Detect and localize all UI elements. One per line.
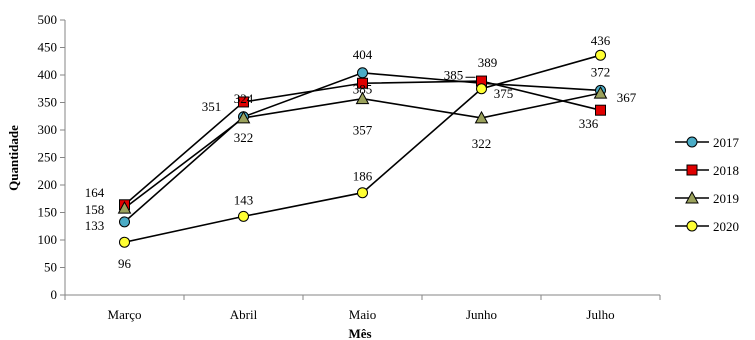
marker-2020	[119, 236, 130, 248]
marker-2019	[593, 86, 608, 99]
marker-2020	[476, 83, 487, 95]
marker-2018	[595, 104, 606, 116]
data-label-2019: 322	[472, 136, 492, 151]
y-axis-ticks: 0 50 100 150 200 250 300 350 400 450 500	[38, 12, 65, 302]
data-label-2019: 367	[617, 90, 637, 105]
x-tick-label: Março	[108, 307, 142, 322]
legend-marker-2017	[686, 136, 698, 148]
legend-marker-2020	[686, 220, 698, 232]
y-tick-label: 150	[38, 205, 58, 220]
data-label-2017: 404	[353, 47, 373, 62]
legend-label-2019: 2019	[713, 191, 739, 206]
data-label-2018: 385	[353, 81, 373, 96]
x-tick-label: Maio	[349, 307, 376, 322]
legend-label-2017: 2017	[713, 135, 740, 150]
marker-2018	[357, 77, 368, 89]
data-label-2019: 158	[85, 202, 105, 217]
marker-2017	[357, 67, 368, 79]
y-tick-label: 100	[38, 232, 58, 247]
data-label-2020: 375	[494, 86, 514, 101]
y-tick-label: 350	[38, 95, 58, 110]
y-tick-label: 250	[38, 150, 58, 165]
data-label-2017: 324	[234, 91, 254, 106]
data-label-2020: 143	[234, 192, 254, 207]
legend-label-2018: 2018	[713, 163, 739, 178]
y-tick-label: 450	[38, 40, 58, 55]
y-tick-label: 500	[38, 12, 58, 27]
y-tick-label: 400	[38, 67, 58, 82]
data-label-2018: 164	[85, 185, 105, 200]
x-axis-ticks: Março Abril Maio Junho Julho	[64, 295, 661, 322]
data-label-2020: 186	[353, 169, 373, 184]
x-tick-label: Abril	[230, 307, 258, 322]
marker-2020	[357, 187, 368, 199]
data-label-2017: 385	[444, 67, 464, 82]
marker-2020	[595, 49, 606, 61]
data-label-2018: 351	[202, 99, 222, 114]
x-tick-label: Julho	[586, 307, 614, 322]
legend: 2017 2018 2019 2020	[675, 135, 740, 234]
data-label-2020: 436	[591, 33, 611, 48]
data-label-2020: 96	[118, 256, 132, 271]
data-labels: 133 324 404 385 372 164 351 385 389 336 158 322 357 3…	[85, 33, 637, 271]
data-label-2019: 357	[353, 123, 373, 138]
data-label-2019: 322	[234, 130, 254, 145]
marker-2019	[117, 201, 132, 214]
y-tick-label: 300	[38, 122, 58, 137]
x-axis-title: Mês	[348, 326, 371, 340]
data-label-2018: 389	[478, 55, 498, 70]
x-tick-label: Junho	[466, 307, 497, 322]
marker-2020	[238, 210, 249, 222]
legend-marker-2018	[686, 164, 698, 176]
legend-label-2020: 2020	[713, 219, 739, 234]
y-tick-label: 0	[51, 287, 58, 302]
legend-marker-2019	[685, 190, 699, 204]
y-axis-title: Quantidade	[6, 125, 21, 191]
y-tick-label: 50	[44, 260, 57, 275]
data-label-2017: 372	[591, 64, 611, 79]
y-tick-label: 200	[38, 177, 58, 192]
series-markers	[117, 49, 608, 248]
marker-2017	[119, 216, 130, 228]
marker-2019	[355, 91, 370, 105]
data-label-2017: 133	[85, 218, 105, 233]
marker-2019	[236, 110, 251, 124]
data-label-2018: 336	[579, 116, 599, 131]
marker-2018	[238, 96, 249, 108]
marker-2019	[474, 110, 489, 124]
